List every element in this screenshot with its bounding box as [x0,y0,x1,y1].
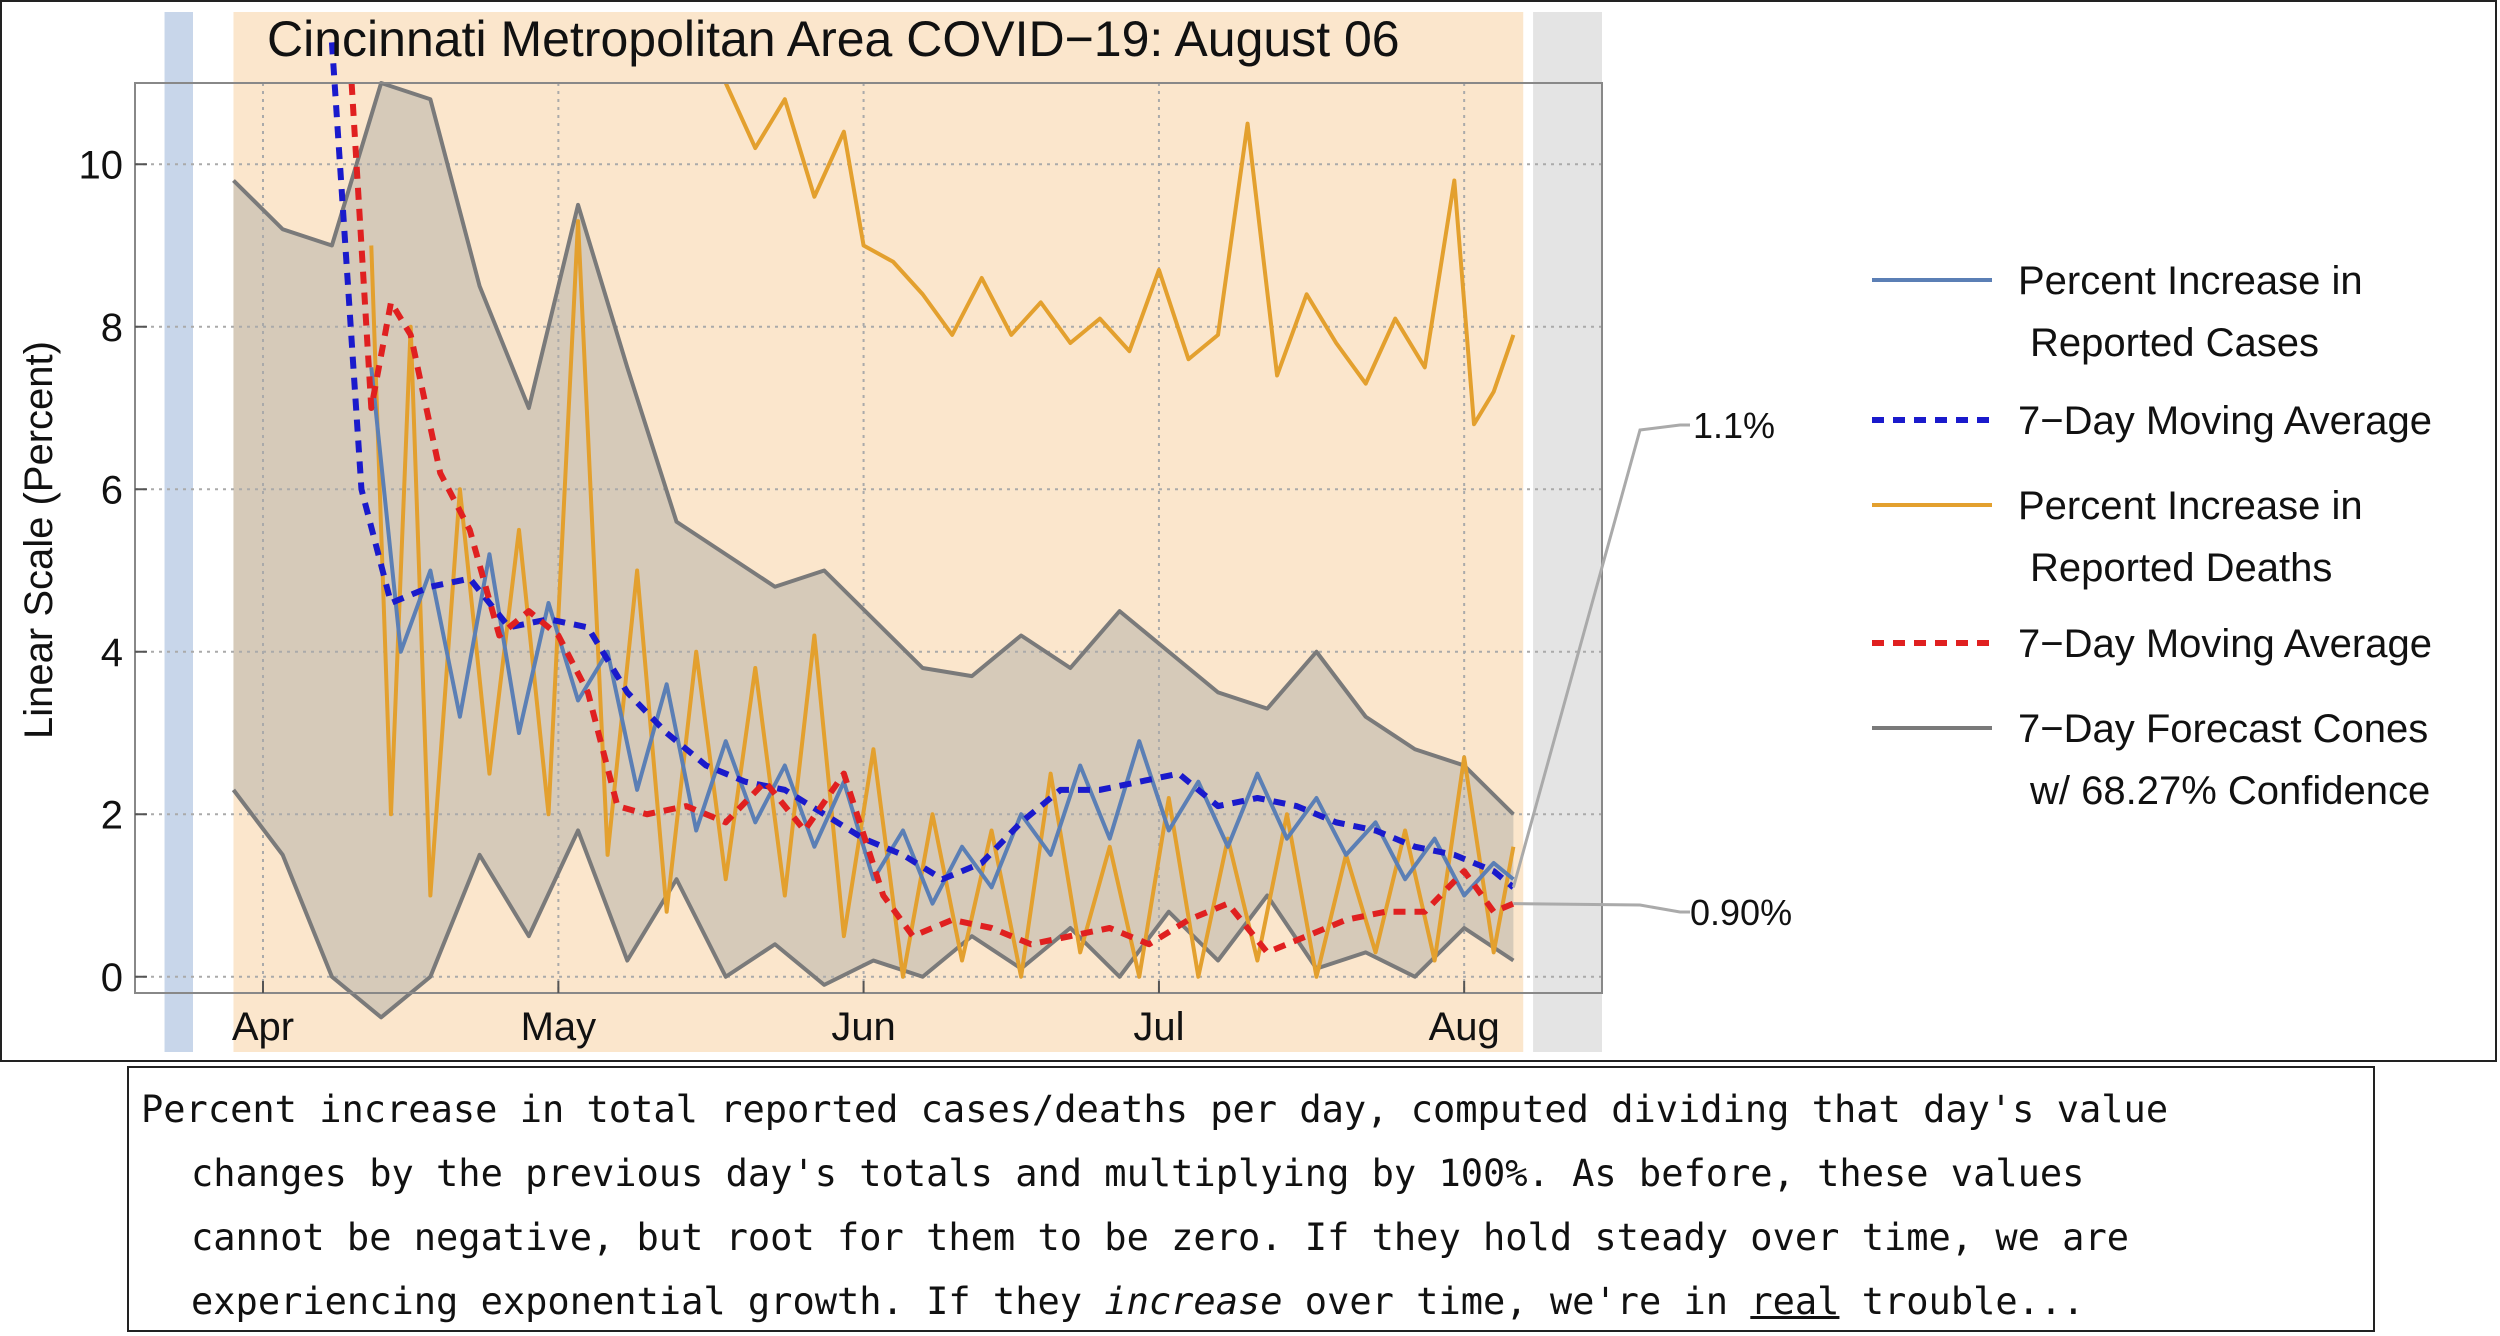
series-line-cases_avg [328,42,1516,890]
annotation-leader-cases [1511,423,1690,888]
caption-line-4b: over time, we're in [1282,1280,1751,1323]
caption-line-4a: experiencing exponential growth. If they [191,1280,1105,1323]
legend-label-3: Percent Increase in [2018,484,2363,528]
plot-frame [134,82,1603,994]
series-line-deaths_avg [348,82,1515,956]
caption-text: Percent increase in total reported cases… [141,1078,2373,1334]
forecast-band [1533,12,1602,1052]
legend-label-1: Percent Increase in [2018,259,2363,303]
forecast-cone-fill [233,83,1514,1018]
annotation-leader-deaths [1513,902,1690,914]
caption-emphasis: increase [1104,1280,1283,1323]
x-tick-label: Aug [1429,1005,1500,1049]
caption-underline: real [1750,1280,1840,1323]
caption-line-1: Percent increase in total reported cases… [141,1088,2169,1131]
series-line-deaths_daily [369,219,1516,979]
legend-label-4: 7−Day Moving Average [2018,622,2432,666]
annotations: 1.1% 0.90% [1511,405,1792,933]
y-tick-label: 2 [101,793,123,837]
chart-frame [0,0,2497,1062]
legend-label-5: 7−Day Forecast Cones [2018,707,2428,751]
legend-label-1: Reported Cases [2030,321,2319,365]
annotation-deaths-value: 0.90% [1690,892,1792,933]
annotation-cases-value: 1.1% [1693,405,1775,446]
x-tick-label: Apr [232,1005,294,1049]
chart-title: Cincinnati Metropolitan Area COVID−19: A… [267,11,1400,67]
caption-line-4c: trouble... [1839,1280,2085,1323]
series-layer [231,42,1516,1020]
legend: Percent Increase in Reported Cases 7−Day M… [1872,259,2432,813]
x-tick-label: Jun [831,1005,896,1049]
y-tick-label: 10 [79,143,124,187]
caption-box: Percent increase in total reported cases… [127,1066,2375,1332]
caption-line-3: cannot be negative, but root for them to… [191,1216,2130,1259]
y-tick-label: 4 [101,631,123,675]
caption-line-2: changes by the previous day's totals and… [191,1152,2085,1195]
legend-label-3: Reported Deaths [2030,546,2332,590]
x-tick-label: Jul [1133,1005,1184,1049]
legend-label-2: 7−Day Moving Average [2018,399,2432,443]
y-axis-label: Linear Scale (Percent) [17,341,61,739]
series-line-cone_lower [231,788,1515,1020]
y-tick-label: 0 [101,956,123,1000]
axes: 0 2 4 6 8 10 Apr May Jun Jul Aug [79,82,1603,1049]
legend-label-5: w/ 68.27% Confidence [2029,769,2430,813]
x-tick-label: May [521,1005,597,1049]
series-line-deaths_upper [723,82,1516,427]
series-line-cone_upper [232,81,1515,816]
y-tick-label: 6 [101,468,123,512]
cases-band [164,12,193,1052]
y-tick-label: 8 [101,306,123,350]
chart: 0 2 4 6 8 10 Apr May Jun Jul Aug Cincinnati Metrop… [17,11,2432,1052]
